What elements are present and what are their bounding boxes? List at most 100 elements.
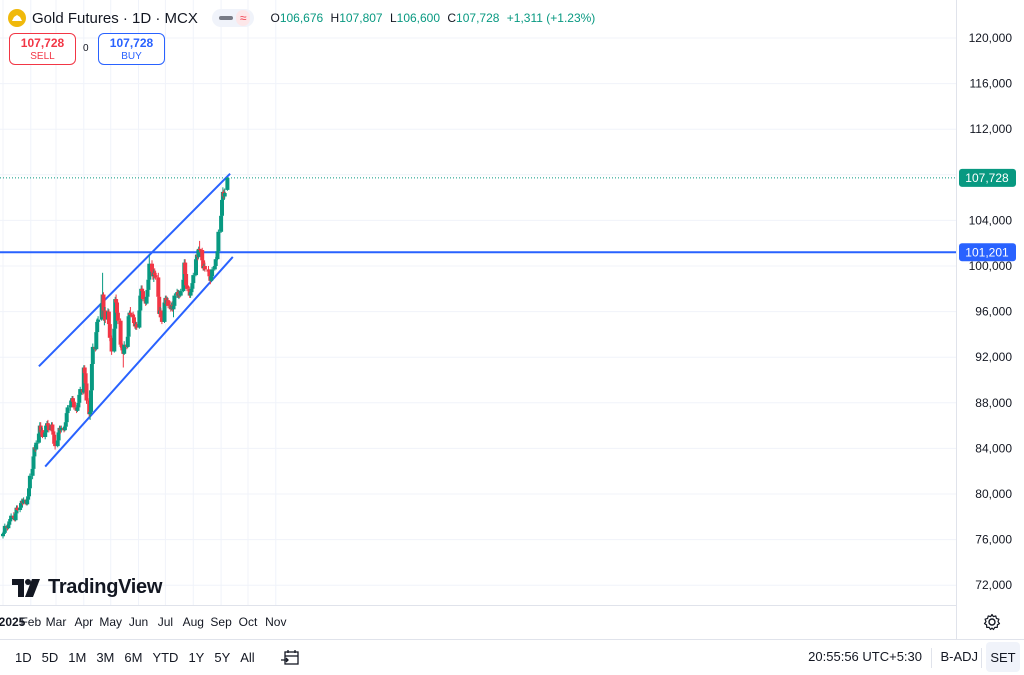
candle-body bbox=[77, 394, 82, 403]
candle-body bbox=[144, 296, 149, 304]
candle-body bbox=[36, 433, 41, 443]
candle-body bbox=[189, 288, 194, 293]
y-tick-label: 120,000 bbox=[969, 31, 1013, 45]
indicator-pill[interactable]: ≈ bbox=[211, 9, 255, 27]
tradingview-logo-text: TradingView bbox=[48, 576, 163, 598]
candle-body bbox=[32, 447, 37, 457]
range-button-5y[interactable]: 5Y bbox=[214, 650, 231, 665]
candle-body bbox=[197, 248, 202, 250]
range-button-ytd[interactable]: YTD bbox=[152, 650, 179, 665]
candle-body bbox=[147, 263, 152, 280]
trendline-lower bbox=[44, 256, 234, 468]
candle-body bbox=[131, 315, 136, 318]
candle-body bbox=[7, 521, 12, 525]
candle-body bbox=[8, 519, 13, 522]
candle-body bbox=[62, 426, 67, 431]
candle-body bbox=[128, 312, 133, 315]
candle-body bbox=[219, 215, 224, 232]
candle-body bbox=[50, 424, 55, 432]
x-tick-label: 2025 bbox=[0, 615, 26, 629]
candle-body bbox=[106, 311, 111, 325]
candle-body bbox=[1, 532, 6, 534]
candle-body bbox=[159, 317, 164, 322]
candle-body bbox=[201, 260, 206, 269]
dash-icon bbox=[218, 16, 233, 20]
sell-button[interactable]: 107,728 SELL bbox=[9, 33, 76, 65]
back-adjust-toggle[interactable]: B-ADJ bbox=[940, 649, 978, 664]
open-label: O bbox=[270, 11, 280, 25]
settings-gear-icon[interactable] bbox=[983, 613, 1001, 631]
candle-body bbox=[115, 312, 120, 321]
range-button-1m[interactable]: 1M bbox=[68, 650, 87, 665]
candle-body bbox=[89, 390, 93, 412]
candle-body bbox=[157, 296, 162, 314]
buy-button[interactable]: 107,728 BUY bbox=[98, 33, 165, 65]
candle-body bbox=[25, 499, 30, 505]
close-value: 107,728 bbox=[456, 11, 500, 25]
candle-body bbox=[1, 533, 5, 537]
candle-body bbox=[88, 411, 93, 415]
candle-body bbox=[215, 251, 220, 260]
time-zone-clock[interactable]: 20:55:56 UTC+5:30 bbox=[808, 649, 922, 664]
candle-body bbox=[34, 442, 39, 450]
candle-body bbox=[194, 259, 198, 276]
candle-body bbox=[103, 310, 108, 320]
range-button-all[interactable]: All bbox=[240, 650, 255, 665]
candle-body bbox=[200, 250, 205, 261]
candle-body bbox=[40, 430, 45, 437]
candle-body bbox=[152, 272, 157, 276]
sell-price: 107,728 bbox=[20, 36, 65, 50]
range-button-6m[interactable]: 6M bbox=[124, 650, 143, 665]
y-tick-label: 72,000 bbox=[975, 578, 1012, 592]
bottom-toolbar: 1D 5D 1M 3M 6M YTD 1Y 5Y All 20:55:56 UTC+5:30 B… bbox=[0, 639, 1024, 675]
candle-body bbox=[27, 475, 32, 489]
candle-body bbox=[76, 402, 81, 408]
candle-body bbox=[18, 507, 23, 510]
low-value: 106,600 bbox=[396, 11, 441, 25]
tradingview-logo[interactable]: TradingView bbox=[12, 576, 162, 599]
date-range-calendar-icon[interactable] bbox=[280, 648, 302, 668]
trendline-upper bbox=[38, 172, 231, 368]
candle-body bbox=[212, 266, 217, 270]
range-button-1d[interactable]: 1D bbox=[15, 650, 32, 665]
candle-body bbox=[64, 413, 69, 423]
high-label: H bbox=[330, 11, 340, 25]
candle-body bbox=[26, 496, 31, 500]
chart-header: Gold Futures · 1D · MCX ≈ O106,676 H 107,… bbox=[8, 8, 595, 28]
candle-body bbox=[141, 291, 145, 300]
candle-body bbox=[209, 276, 214, 281]
x-tick-label: Jul bbox=[158, 615, 173, 629]
range-button-1y[interactable]: 1Y bbox=[188, 650, 205, 665]
symbol-title[interactable]: Gold Futures · 1D · MCX bbox=[32, 9, 198, 27]
candle-body bbox=[96, 319, 101, 322]
candle-body bbox=[115, 302, 119, 313]
candle-body bbox=[84, 383, 89, 401]
candle-body bbox=[89, 364, 94, 391]
candle-body bbox=[83, 373, 88, 384]
settlement-toggle[interactable]: SET bbox=[986, 642, 1020, 672]
buy-label: BUY bbox=[121, 51, 142, 62]
range-button-3m[interactable]: 3M bbox=[96, 650, 115, 665]
candle-body bbox=[145, 289, 150, 297]
candle-body bbox=[82, 367, 87, 374]
candle-body bbox=[21, 499, 26, 504]
last-price-badge bbox=[959, 168, 1016, 187]
candle-body bbox=[94, 332, 99, 350]
price-chart[interactable]: 72,000 76,000 80,000 84,000 88,000 92,000 96,0… bbox=[0, 0, 1024, 639]
x-tick-label: Jun bbox=[129, 615, 148, 629]
y-tick-label: 88,000 bbox=[975, 396, 1012, 410]
separator bbox=[981, 648, 982, 668]
y-tick-label: 76,000 bbox=[975, 533, 1012, 547]
candle-body bbox=[138, 295, 143, 311]
candle-body bbox=[225, 177, 230, 190]
x-tick-label: Mar bbox=[46, 615, 67, 629]
candle-body bbox=[178, 291, 183, 296]
candle-body bbox=[55, 440, 60, 447]
candle-body bbox=[132, 317, 136, 323]
candle-body bbox=[162, 302, 167, 322]
candle-body bbox=[69, 400, 74, 406]
open-value: 106,676 bbox=[279, 11, 324, 25]
close-label: C bbox=[447, 11, 457, 25]
range-button-5d[interactable]: 5D bbox=[41, 650, 59, 665]
x-tick-label: May bbox=[99, 615, 122, 629]
